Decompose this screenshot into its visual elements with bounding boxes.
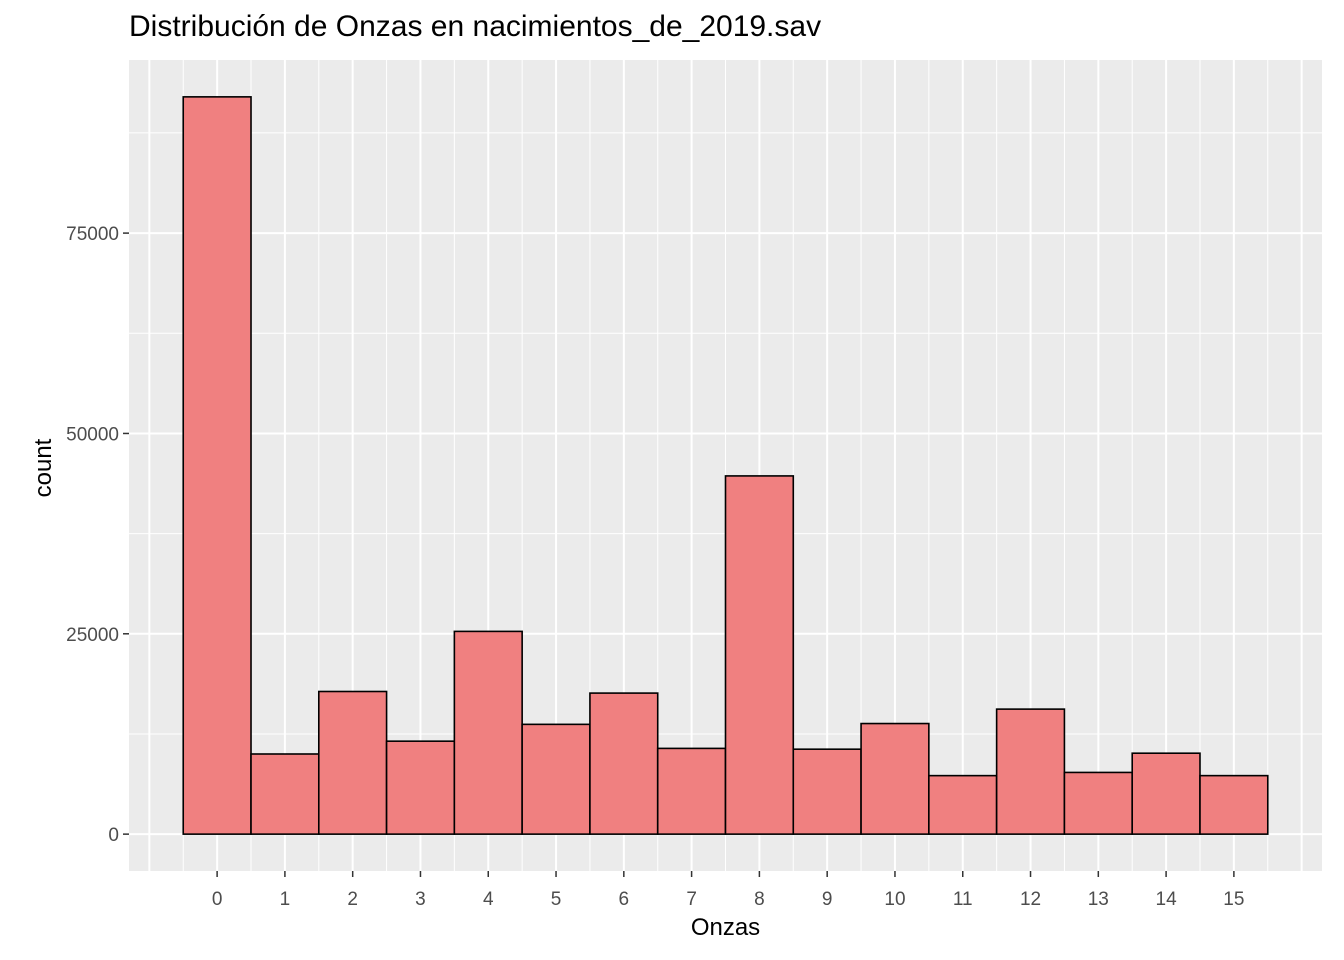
histogram-bar — [724, 475, 795, 835]
x-tick-label: 1 — [280, 889, 291, 910]
histogram-bar — [250, 753, 320, 835]
x-tick-label: 15 — [1223, 889, 1244, 910]
histogram-bar — [928, 774, 998, 835]
y-tick-label: 25000 — [66, 625, 119, 646]
x-tick-label: 11 — [953, 889, 973, 910]
x-tick-label: 10 — [884, 889, 905, 910]
x-tick-label: 8 — [754, 889, 765, 910]
histogram-bar — [521, 723, 591, 835]
y-tick-label: 75000 — [66, 224, 119, 245]
x-tick-label: 9 — [822, 889, 833, 910]
x-tick-label: 5 — [551, 889, 562, 910]
histogram-bar — [1063, 771, 1134, 835]
histogram-bar — [589, 692, 659, 835]
histogram-bar — [995, 708, 1066, 835]
histogram-bar — [656, 747, 727, 835]
x-tick-label: 13 — [1088, 889, 1109, 910]
x-tick-label: 6 — [619, 889, 630, 910]
x-tick-label: 2 — [347, 889, 358, 910]
chart-title: Distribución de Onzas en nacimientos_de_… — [129, 10, 822, 43]
histogram-bar — [453, 630, 523, 835]
x-axis-label: Onzas — [690, 914, 761, 941]
histogram-bar — [317, 690, 388, 835]
x-tick-label: 4 — [483, 889, 494, 910]
histogram-bar — [860, 722, 930, 835]
x-tick-label: 0 — [212, 889, 223, 910]
histogram-bar — [182, 96, 252, 835]
x-tick-label: 3 — [415, 889, 426, 910]
y-axis-label: count — [30, 438, 57, 498]
y-tick-label: 50000 — [66, 424, 119, 445]
x-tick-label: 14 — [1156, 889, 1178, 910]
histogram-bar — [1199, 774, 1269, 835]
histogram-bar — [1131, 752, 1201, 835]
x-tick-label: 12 — [1020, 889, 1041, 910]
histogram-bar — [385, 740, 456, 835]
histogram-bar — [792, 748, 862, 835]
y-tick-label: 0 — [108, 825, 119, 846]
x-tick-label: 7 — [686, 889, 697, 910]
